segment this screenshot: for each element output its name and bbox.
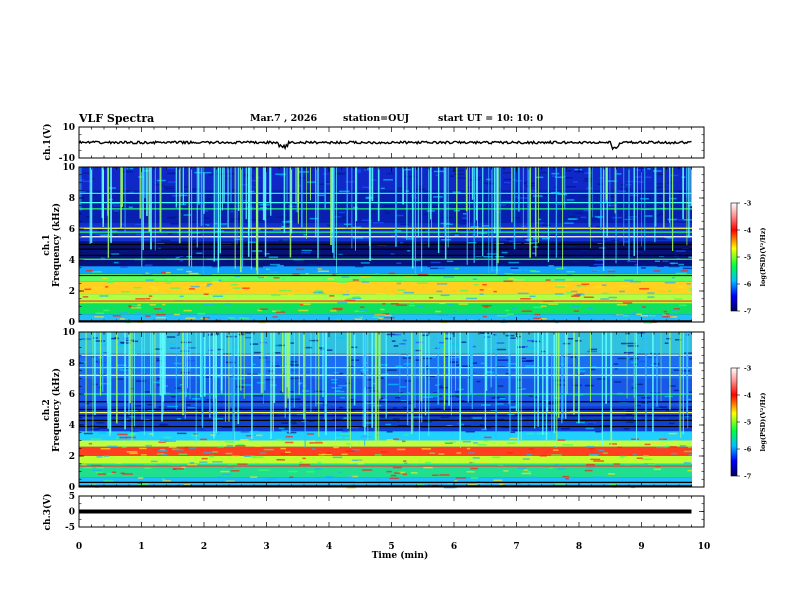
y-tick-label: 4: [69, 256, 75, 266]
x-tick-label: 7: [513, 542, 519, 552]
y-tick-label: 10: [62, 328, 75, 338]
x-tick-label: 5: [388, 542, 394, 552]
x-tick-label: 1: [138, 542, 144, 552]
y-tick-label: 5: [69, 492, 75, 502]
colorbar-label: log(PSD)(V²/Hz): [759, 393, 767, 452]
colorbar-tick-label: -3: [744, 365, 752, 373]
colorbar-tick-label: -4: [744, 227, 752, 235]
date-label: Mar.7 , 2026: [250, 113, 318, 124]
x-tick-label: 10: [698, 542, 711, 552]
ch1-axis-label: ch.1: [42, 234, 52, 255]
colorbar-tick-label: -4: [744, 392, 752, 400]
y-tick-label: 6: [69, 390, 75, 400]
y-tick-label: 2: [69, 452, 75, 462]
colorbar-tick-label: -3: [744, 200, 752, 208]
y-tick-label: 8: [69, 359, 75, 369]
x-axis-label: Time (min): [372, 550, 429, 561]
y-tick-label: 8: [69, 194, 75, 204]
x-tick-label: 9: [638, 542, 644, 552]
start-time-label: start UT = 10: 10: 0: [438, 113, 544, 124]
colorbar-tick-label: -6: [744, 281, 752, 289]
ch1-frequency-axis-label: Frequency (kHz): [51, 203, 62, 287]
colorbar-tick-label: -7: [744, 308, 751, 316]
x-tick-label: 6: [451, 542, 457, 552]
colorbar-2: [730, 367, 738, 477]
colorbar-1: [730, 202, 738, 312]
ch1-series-line: [78, 139, 692, 151]
chart-title: VLF Spectra: [79, 112, 155, 125]
colorbar-label: log(PSD)(V²/Hz): [759, 228, 767, 287]
colorbar-tick-label: -6: [744, 446, 752, 454]
x-tick-label: 2: [201, 542, 207, 552]
y-tick-label: -5: [65, 523, 75, 533]
x-tick-label: 3: [263, 542, 269, 552]
station-label: station=OUJ: [343, 113, 410, 124]
ch2-frequency-axis-label: Frequency (kHz): [51, 368, 62, 452]
colorbar-tick-label: -5: [744, 419, 752, 427]
y-tick-label: 4: [69, 421, 75, 431]
ch2-axis-label: ch.2: [42, 399, 52, 420]
ch1-spectrogram: [78, 167, 704, 324]
ch1-voltage-axis-label: ch.1(V): [42, 124, 53, 161]
y-tick-label: 2: [69, 287, 75, 297]
colorbar-tick-label: -7: [744, 473, 751, 481]
x-tick-label: 4: [326, 542, 332, 552]
y-tick-label: 10: [62, 123, 75, 133]
y-tick-label: -10: [59, 154, 75, 164]
x-tick-label: 0: [76, 542, 82, 552]
y-tick-label: 6: [69, 225, 75, 235]
x-tick-label: 8: [576, 542, 582, 552]
y-tick-label: 10: [62, 163, 75, 173]
ch2-spectrogram: [79, 332, 704, 489]
y-tick-label: 0: [69, 508, 75, 518]
y-tick-label: 0: [69, 483, 75, 493]
ch3-voltage-axis-label: ch.3(V): [42, 494, 53, 531]
y-tick-label: 0: [69, 318, 75, 328]
colorbar-tick-label: -5: [744, 254, 752, 262]
